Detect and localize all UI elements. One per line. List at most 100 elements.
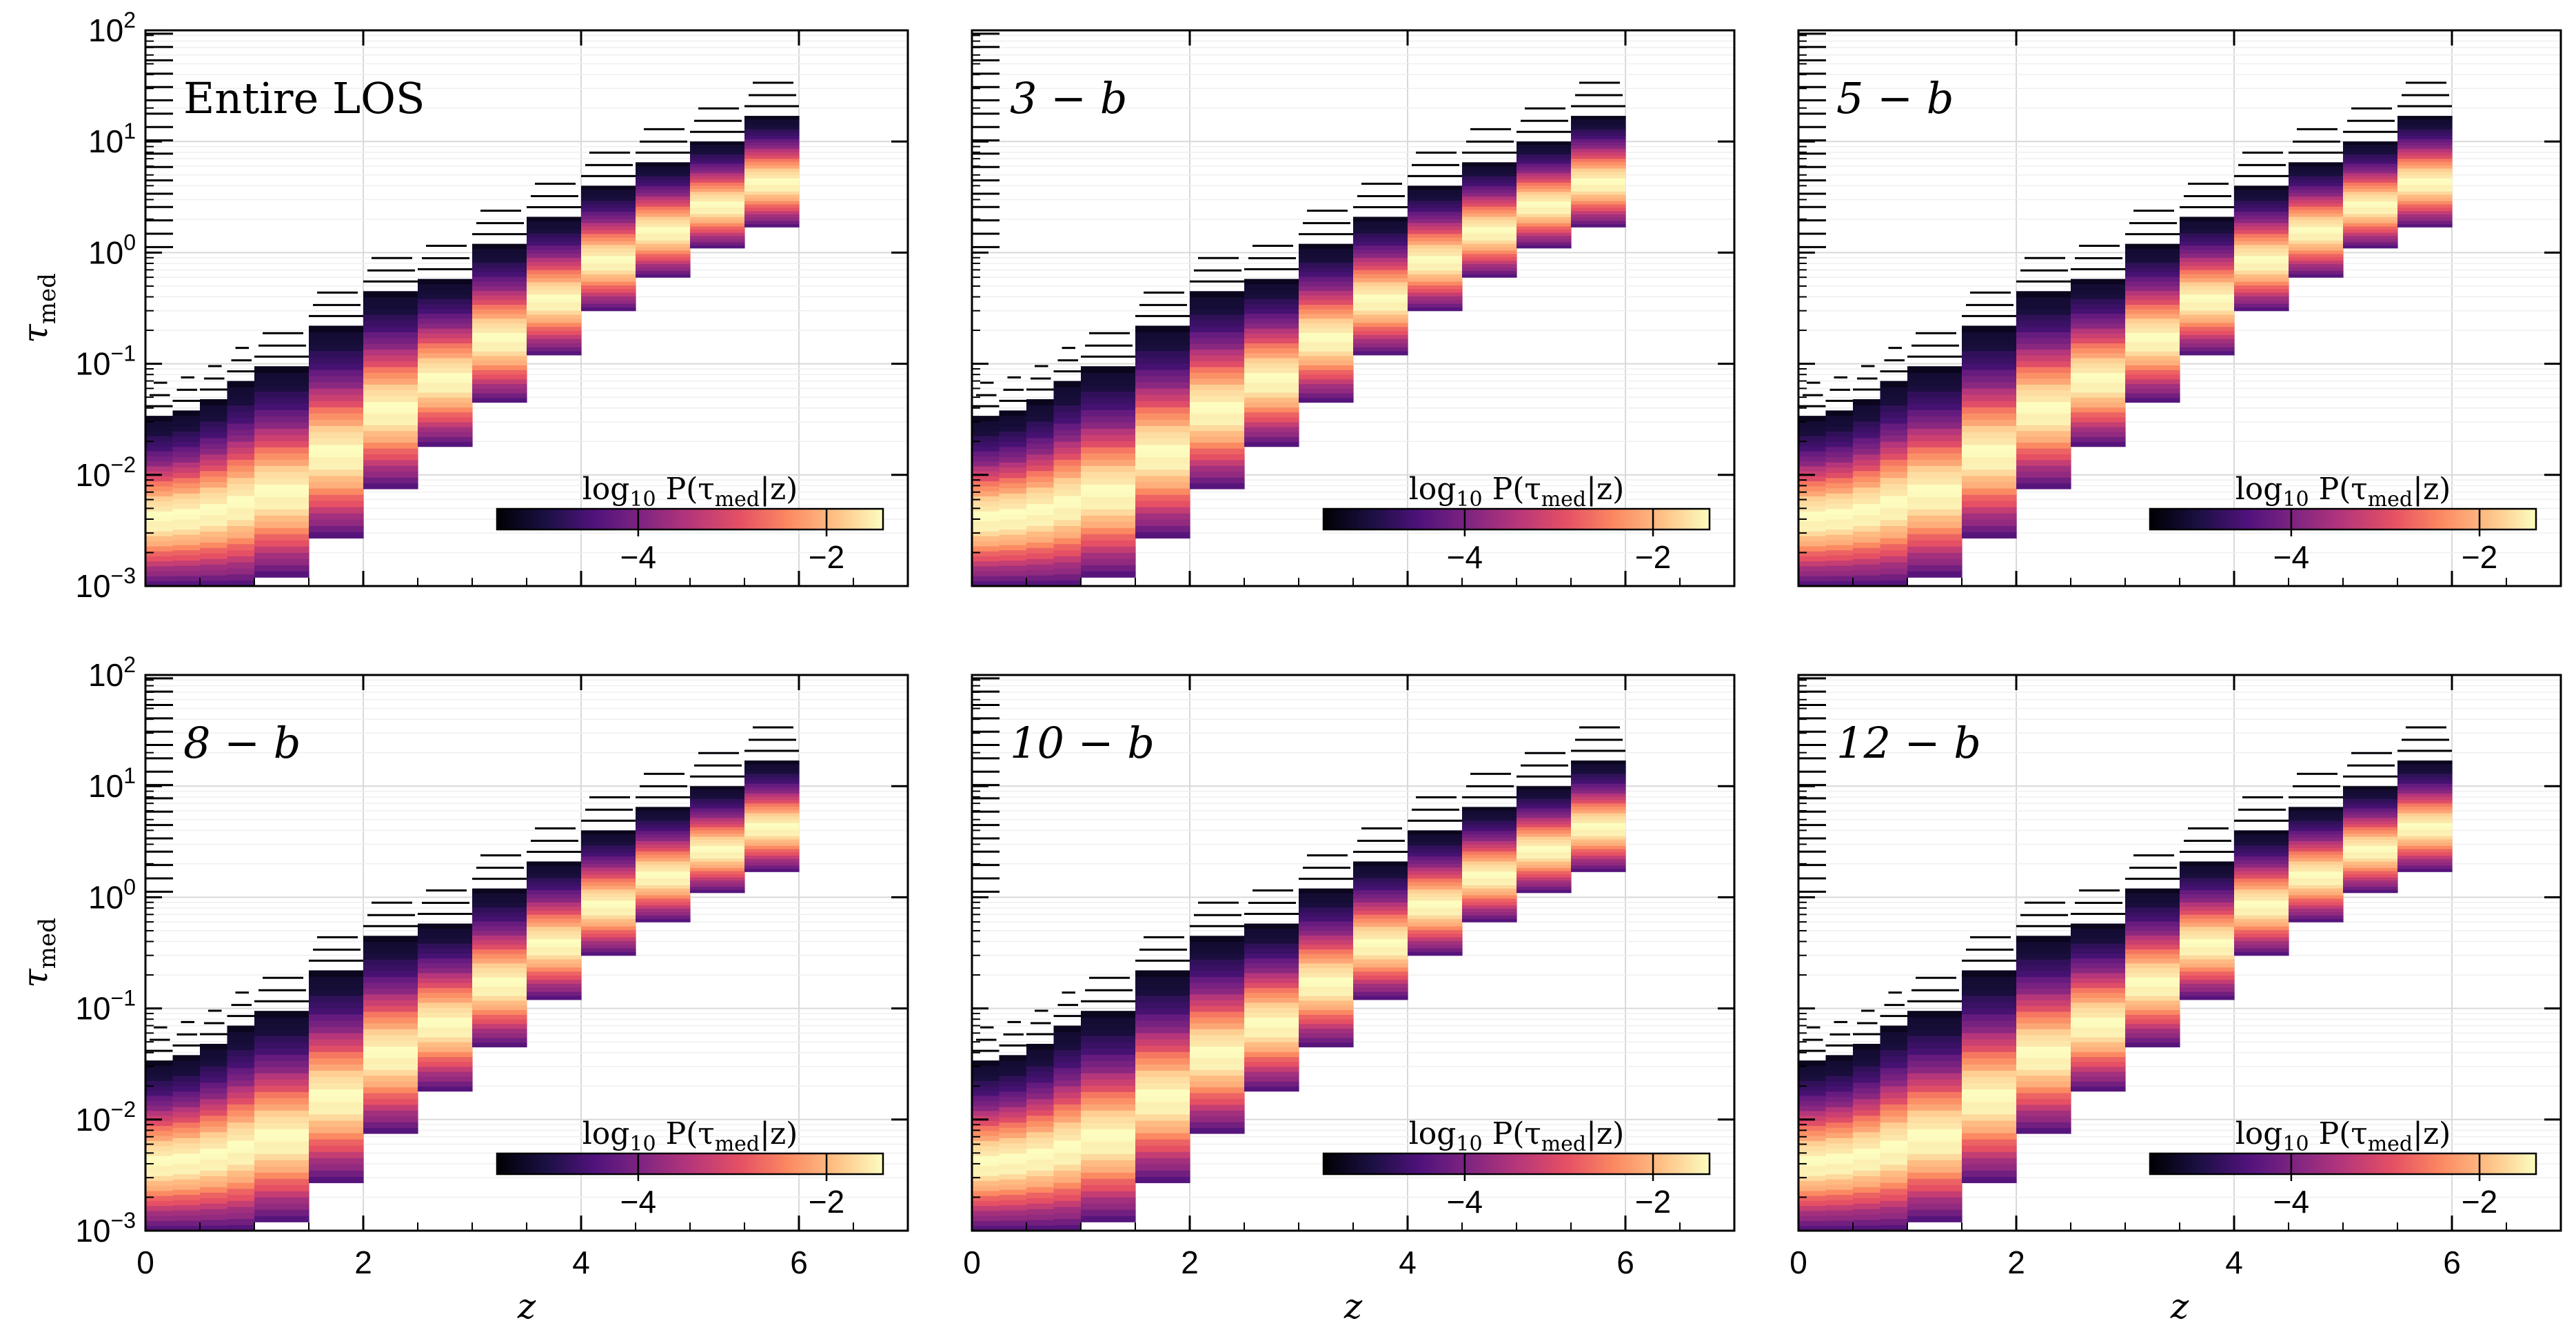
heatmap-cell — [1026, 1181, 1055, 1187]
heatmap-cell — [2289, 256, 2344, 261]
heatmap-cell — [2343, 166, 2398, 170]
heatmap-cell — [1853, 437, 1881, 444]
heatmap-cell — [1907, 552, 1963, 559]
heatmap-cell — [1571, 139, 1626, 143]
heatmap-cell — [418, 343, 473, 349]
heatmap-cell — [2289, 233, 2344, 237]
heatmap-cell — [1571, 816, 1626, 820]
heatmap-cell — [1462, 911, 1517, 916]
heatmap-cell — [1408, 255, 1463, 260]
heatmap-cell — [1053, 393, 1082, 400]
heatmap-cell — [227, 1116, 255, 1123]
heatmap-cell — [227, 1122, 255, 1129]
heatmap-cell — [1853, 1164, 1881, 1171]
heatmap-cell — [1244, 372, 1299, 379]
heatmap-cell — [2234, 204, 2289, 208]
heatmap-cell — [200, 399, 228, 405]
heatmap-cell — [1053, 1212, 1082, 1220]
heatmap-cell — [1880, 405, 1908, 412]
heatmap-cell — [1408, 252, 1463, 256]
heatmap-cell — [363, 355, 418, 362]
heatmap-cell — [1353, 942, 1408, 947]
heatmap-cell — [636, 240, 691, 244]
heatmap-cell — [2234, 189, 2289, 194]
heatmap-cell — [2397, 207, 2453, 212]
heatmap-cell — [972, 581, 1000, 586]
heatmap-cell — [2125, 397, 2180, 403]
heatmap-cell — [2289, 250, 2344, 254]
heatmap-cell — [2180, 298, 2235, 303]
heatmap-cell — [1798, 521, 1827, 527]
heatmap-cell — [1408, 933, 1463, 938]
heatmap-cell — [2180, 302, 2235, 307]
heatmap-cell — [254, 1116, 310, 1123]
heatmap-cell — [1299, 290, 1354, 296]
heatmap-cell — [1299, 383, 1354, 389]
x-tick-label: 6 — [2443, 1244, 2461, 1280]
heatmap-cell — [472, 986, 527, 991]
heatmap-cell — [1798, 1110, 1827, 1116]
heatmap-cell — [1798, 505, 1827, 512]
heatmap-cell — [1190, 936, 1245, 942]
heatmap-cell — [744, 823, 800, 827]
heatmap-cell — [636, 871, 691, 876]
heatmap-cell — [1299, 1023, 1354, 1029]
heatmap-cell — [1190, 1029, 1245, 1036]
heatmap-cell — [227, 417, 255, 424]
heatmap-cell — [1880, 1091, 1908, 1099]
heatmap-cell — [1244, 1031, 1299, 1038]
heatmap-cell — [418, 432, 473, 437]
heatmap-cell — [1798, 1156, 1827, 1161]
heatmap-cell — [527, 285, 582, 291]
heatmap-cell — [1462, 837, 1517, 842]
heatmap-cell — [1081, 484, 1136, 491]
heatmap-cell — [2125, 930, 2180, 936]
heatmap-cell — [1962, 1001, 2017, 1009]
heatmap-cell — [1962, 438, 2017, 445]
heatmap-cell — [227, 1031, 255, 1038]
heatmap-cell — [227, 1188, 255, 1196]
heatmap-cell — [636, 817, 691, 821]
heatmap-cell — [2180, 881, 2235, 887]
heatmap-cell — [1462, 908, 1517, 913]
heatmap-cell — [472, 958, 527, 964]
heatmap-cell — [1462, 267, 1517, 271]
heatmap-cell — [2180, 245, 2235, 250]
heatmap-cell — [527, 962, 582, 968]
heatmap-cell — [472, 248, 527, 254]
heatmap-cell — [1299, 318, 1354, 324]
heatmap-cell — [1825, 1184, 1854, 1190]
heatmap-cell — [636, 860, 691, 865]
heatmap-cell — [1825, 462, 1854, 468]
heatmap-cell — [999, 431, 1027, 437]
heatmap-cell — [1462, 240, 1517, 244]
heatmap-cell — [1026, 525, 1055, 532]
heatmap-cell — [2180, 216, 2235, 221]
heatmap-cell — [581, 303, 636, 307]
heatmap-cell — [581, 233, 636, 238]
heatmap-cell — [1798, 551, 1827, 557]
heatmap-cell — [2343, 182, 2398, 186]
heatmap-cell — [1353, 987, 1408, 992]
heatmap-cell — [1081, 1079, 1136, 1086]
heatmap-cell — [972, 1130, 1000, 1136]
heatmap-cell — [227, 501, 255, 508]
heatmap-cell — [1135, 325, 1190, 333]
heatmap-cell — [363, 1116, 418, 1122]
heatmap-cell — [145, 565, 174, 572]
heatmap-cell — [1853, 1065, 1881, 1072]
heatmap-cell — [1880, 1086, 1908, 1093]
heatmap-cell — [2343, 864, 2398, 868]
heatmap-cell — [1462, 230, 1517, 234]
heatmap-cell — [581, 834, 636, 838]
heatmap-cell — [636, 236, 691, 241]
heatmap-cell — [418, 333, 473, 339]
heatmap-cell — [1244, 416, 1299, 423]
heatmap-cell — [1190, 325, 1245, 332]
heatmap-cell — [145, 531, 174, 536]
heatmap-cell — [999, 415, 1027, 421]
heatmap-cell — [418, 299, 473, 304]
heatmap-cell — [999, 1096, 1027, 1102]
heatmap-cell — [200, 432, 228, 438]
